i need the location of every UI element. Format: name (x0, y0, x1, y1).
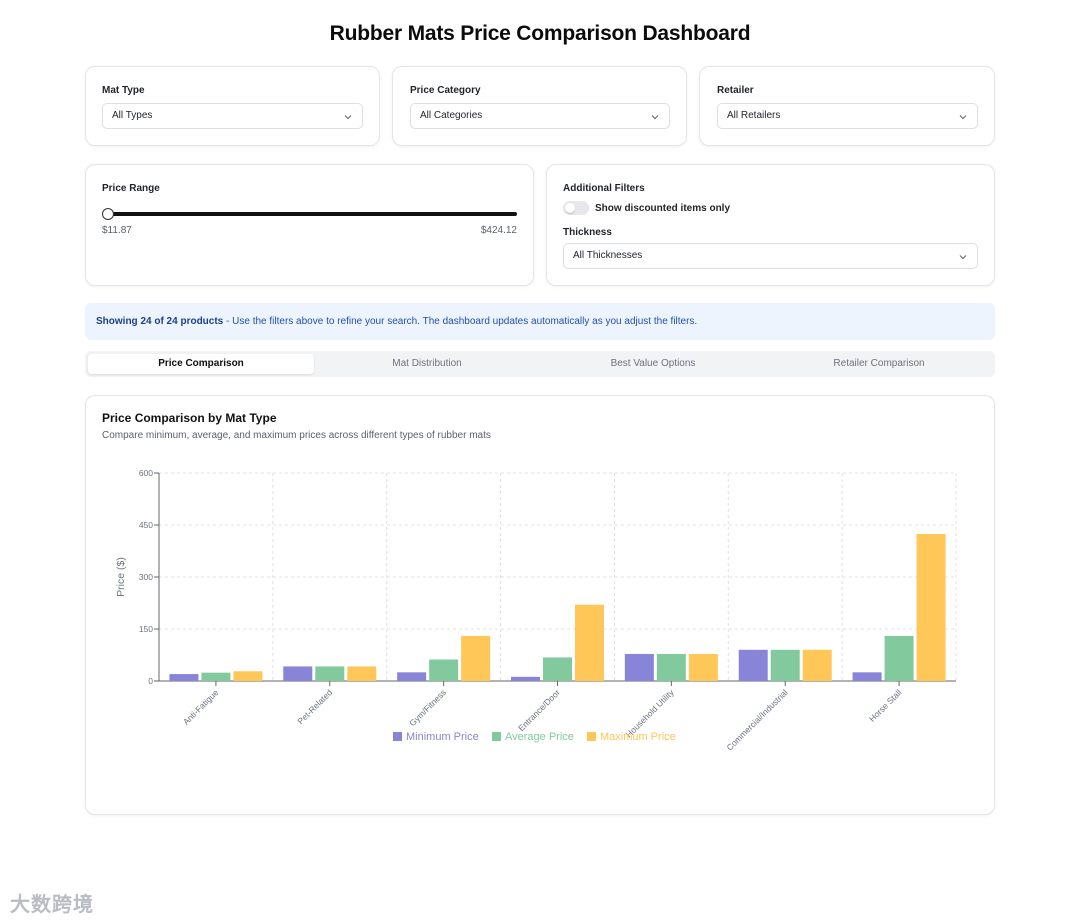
legend-swatch (393, 732, 402, 741)
bar-maximum-price (802, 649, 832, 681)
y-tick-label: 450 (139, 520, 153, 530)
tab-retailer-comparison[interactable]: Retailer Comparison (833, 358, 925, 369)
bar-maximum-price (575, 604, 604, 681)
additional-filters-label: Additional Filters (563, 183, 645, 194)
legend-label: Minimum Price (406, 731, 479, 743)
price-category-label: Price Category (410, 85, 481, 96)
bar-average-price (201, 672, 231, 681)
bar-maximum-price (688, 653, 718, 681)
mat-type-select[interactable]: All Types (102, 103, 363, 129)
chevron-down-icon (344, 115, 352, 120)
chart-title: Price Comparison by Mat Type (102, 411, 277, 425)
retailer-select[interactable]: All Retailers (717, 103, 978, 129)
chevron-down-icon (651, 115, 659, 120)
tab-best-value-options[interactable]: Best Value Options (610, 358, 696, 369)
legend-swatch (492, 732, 501, 741)
info-banner: Showing 24 of 24 products - Use the filt… (85, 303, 995, 340)
bar-minimum-price (397, 672, 427, 681)
x-tick-label: Pet-Related (295, 687, 334, 726)
thickness-label: Thickness (563, 227, 612, 238)
price-range-min-handle[interactable] (102, 208, 114, 220)
chevron-down-icon (959, 255, 967, 260)
y-tick-label: 300 (139, 572, 153, 582)
legend-label: Average Price (505, 731, 574, 743)
y-tick-label: 150 (139, 624, 153, 634)
thickness-value: All Thicknesses (573, 250, 643, 261)
watermark: 大数跨境 (10, 894, 94, 916)
bar-average-price (429, 659, 459, 681)
y-axis-label: Price ($) (115, 557, 127, 597)
bar-maximum-price (233, 671, 263, 681)
x-tick-label: Gym/Fitness (407, 687, 448, 728)
tab-price-comparison[interactable]: Price Comparison (88, 354, 314, 374)
chart-panel (85, 395, 995, 815)
bar-minimum-price (624, 653, 654, 681)
x-tick-label: Entrance/Door (516, 687, 562, 733)
bar-minimum-price (852, 672, 882, 681)
retailer-value: All Retailers (727, 110, 781, 121)
page-title: Rubber Mats Price Comparison Dashboard (329, 22, 751, 45)
bar-average-price (543, 657, 572, 681)
price-range-max-value: $424.12 (480, 225, 517, 236)
bar-average-price (770, 649, 800, 681)
price-range-track[interactable] (102, 212, 517, 216)
bar-maximum-price (916, 534, 946, 681)
retailer-label: Retailer (717, 85, 754, 96)
price-range-label: Price Range (102, 183, 160, 194)
bar-maximum-price (461, 635, 491, 681)
price-category-value: All Categories (420, 110, 483, 121)
thickness-select[interactable]: All Thicknesses (563, 243, 978, 269)
mat-type-value: All Types (112, 110, 153, 121)
price-comparison-chart: 0 150 300 450 600 Price ($) Anti-Fatigue Pet-Re… (115, 468, 957, 753)
discount-toggle[interactable] (563, 201, 589, 215)
price-range-min-value: $11.87 (102, 225, 132, 236)
y-tick-label: 0 (148, 676, 153, 686)
product-count: Showing 24 of 24 products (96, 316, 224, 327)
price-category-select[interactable]: All Categories (410, 103, 670, 129)
legend-swatch (587, 732, 596, 741)
bar-minimum-price (283, 666, 313, 681)
bar-average-price (884, 635, 914, 681)
bar-average-price (315, 666, 345, 681)
tab-mat-distribution[interactable]: Mat Distribution (392, 358, 462, 369)
bar-average-price (656, 653, 686, 681)
x-tick-label: Horse Stall (867, 687, 904, 724)
bar-minimum-price (738, 649, 768, 681)
tab-bar: Price Comparison Mat Distribution Best V… (85, 351, 995, 377)
chart-subtitle: Compare minimum, average, and maximum pr… (102, 430, 491, 441)
legend-label: Maximum Price (600, 731, 676, 743)
bar-minimum-price (511, 676, 540, 681)
x-tick-label: Anti-Fatigue (181, 687, 221, 727)
toggle-knob (565, 203, 575, 213)
discount-toggle-label: Show discounted items only (595, 203, 731, 214)
bar-minimum-price (169, 674, 199, 681)
price-range-card (85, 164, 534, 286)
mat-type-label: Mat Type (102, 85, 145, 96)
chevron-down-icon (959, 115, 967, 120)
info-message: - Use the filters above to refine your s… (223, 316, 698, 327)
bar-maximum-price (347, 666, 377, 681)
x-tick-label: Commercial/Industrial (724, 687, 789, 752)
y-tick-label: 600 (139, 468, 153, 478)
